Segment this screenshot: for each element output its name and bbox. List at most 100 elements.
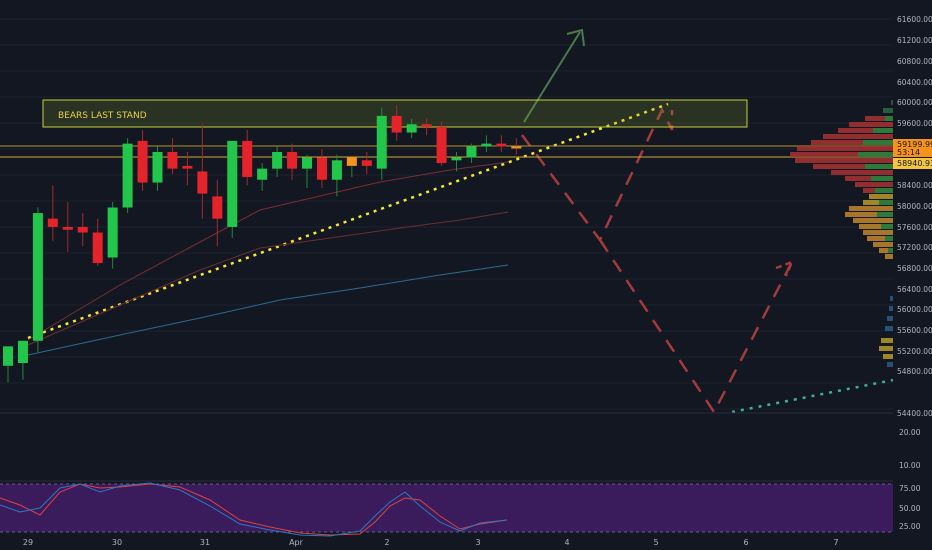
volume-profile-bar: [863, 230, 893, 235]
candle: [346, 157, 357, 177]
candle-body: [346, 157, 357, 166]
price-tick-label: 55600.00: [897, 326, 932, 335]
candle-body: [466, 146, 477, 158]
volume-profile-bar: [853, 218, 893, 223]
moving-average-long: [27, 264, 509, 356]
volume-profile-bar: [849, 122, 893, 127]
last-price-tag: 59199.99 53:14: [893, 139, 932, 157]
candle-body: [137, 140, 148, 183]
candle: [391, 104, 402, 141]
volume-profile-bar-up: [858, 152, 893, 157]
bears-zone-label: BEARS LAST STAND: [58, 111, 147, 121]
volume-profile-bar: [883, 354, 893, 359]
volume-profile-bar: [890, 296, 893, 301]
candle: [406, 118, 417, 139]
candle-body: [451, 157, 462, 161]
candle-body: [227, 140, 238, 227]
candle-body: [496, 143, 507, 147]
candle-body: [242, 140, 253, 177]
candle-body: [436, 126, 447, 164]
price-tick-label: 60000.00: [897, 98, 932, 107]
time-tick-label: 29: [23, 538, 33, 547]
volume-profile-bar-up: [871, 176, 893, 181]
price-tick-label: 57200.00: [897, 243, 932, 252]
volume-profile-bar: [838, 128, 893, 133]
moving-average-mid: [27, 211, 509, 346]
volume-profile-bar: [883, 108, 893, 113]
price-tick-label: 56000.00: [897, 305, 932, 314]
volume-profile-bar-up: [879, 200, 893, 205]
candle: [107, 201, 118, 269]
candle: [376, 107, 387, 180]
candle: [227, 140, 238, 239]
support-trendline: [731, 378, 894, 414]
price-tick-label: 59600.00: [897, 119, 932, 128]
volume-profile-bar: [795, 158, 893, 163]
candle: [32, 207, 43, 352]
candle: [182, 151, 193, 186]
candle: [77, 213, 88, 247]
volume-profile-bar: [790, 152, 893, 157]
candle-body: [3, 346, 13, 366]
candle-body: [316, 157, 327, 180]
candle: [257, 163, 268, 191]
volume-profile-bar: [845, 212, 893, 217]
candle-body: [182, 165, 193, 169]
volume-profile-bar-up: [873, 128, 893, 133]
volume-profile-bar: [887, 362, 893, 367]
volume-profile-bar: [873, 242, 893, 247]
bar-countdown: 53:14: [897, 148, 920, 157]
volume-profile-bar: [811, 140, 893, 145]
candle: [17, 340, 28, 380]
candle-body: [272, 151, 283, 169]
rsi-tick-label: 25.00: [899, 522, 921, 531]
time-tick-label: Apr: [289, 538, 304, 547]
price-tick-label: 58400.00: [897, 181, 932, 190]
volume-profile-bar-up: [881, 224, 893, 229]
candle: [152, 146, 163, 191]
candle-body: [421, 124, 432, 127]
volume-profile-bar: [849, 206, 893, 211]
time-axis[interactable]: 29 30 31 Apr 2 3 4 5 6 7: [23, 538, 839, 547]
candle: [92, 218, 103, 266]
breakout-arrow: [523, 31, 581, 123]
volume-profile-bar: [879, 346, 893, 351]
candle: [331, 154, 342, 197]
bearish-projection-path-2: [598, 239, 794, 415]
candle-body: [302, 157, 312, 169]
volume-profile-bar: [879, 248, 893, 253]
volume-profile-bar: [859, 224, 893, 229]
candle: [451, 151, 462, 172]
volume-profile-bar-up: [877, 212, 893, 217]
candle-body: [361, 160, 372, 166]
price-axis[interactable]: 61600.00 61200.00 60800.00 60400.00 60000.00…: [897, 15, 932, 531]
candle: [272, 146, 283, 177]
level-price-tag: 58940.93: [893, 158, 932, 169]
time-tick-label: 7: [833, 538, 838, 547]
candle: [47, 185, 58, 241]
price-tick-label: 61600.00: [897, 15, 932, 24]
candle: [316, 149, 327, 189]
candle-body: [167, 151, 178, 169]
candle: [62, 201, 73, 252]
time-tick-label: 2: [384, 538, 389, 547]
candle-body: [152, 151, 163, 183]
candle: [481, 135, 492, 152]
volume-profile-bar: [885, 326, 893, 331]
candle: [511, 138, 522, 155]
volume-profile: [790, 100, 893, 367]
candle-body: [92, 232, 103, 264]
volume-profile-bar: [885, 254, 893, 259]
candle-body: [62, 226, 73, 230]
candle-body: [197, 171, 208, 194]
price-tick-label: 60800.00: [897, 57, 932, 66]
candle: [3, 346, 13, 383]
price-tick-label: 58000.00: [897, 202, 932, 211]
price-tick-label: 54400.00: [897, 409, 932, 418]
candle: [242, 129, 253, 186]
time-tick-label: 4: [564, 538, 569, 547]
candle-body: [257, 168, 268, 180]
level-price-value: 58940.93: [897, 159, 932, 168]
price-tick-label: 56800.00: [897, 264, 932, 273]
